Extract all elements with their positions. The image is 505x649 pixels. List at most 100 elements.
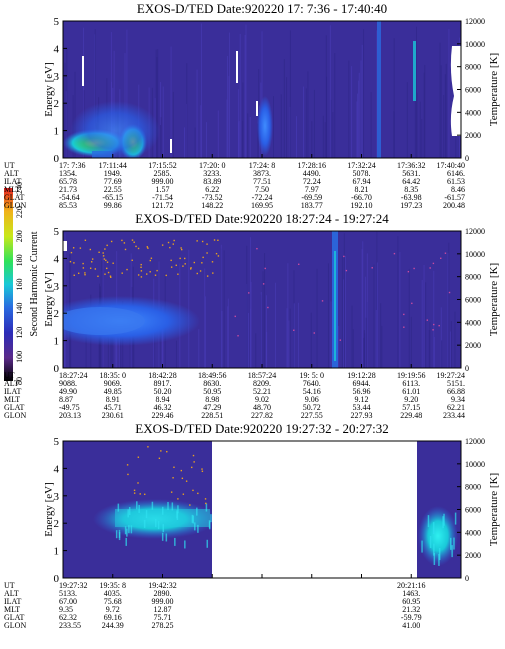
dot <box>204 498 207 500</box>
spectrum-streak <box>311 121 313 158</box>
table-cell: -65.15 <box>102 193 123 202</box>
flux-band-core <box>115 509 210 527</box>
dot <box>106 261 109 263</box>
spectrum-streak <box>440 65 442 158</box>
table-cell: 17:24: 8 <box>249 161 275 170</box>
spectrum-streak <box>196 69 198 158</box>
flux-streak <box>432 522 435 535</box>
dot <box>184 263 186 265</box>
table-cell: 54.16 <box>303 387 321 396</box>
table-cell: 229.46 <box>152 411 174 420</box>
dot <box>144 493 146 496</box>
table-cell: 47.29 <box>203 403 221 412</box>
dot <box>89 267 92 269</box>
spectrum-streak <box>257 123 259 158</box>
y-tick-label: 0 <box>54 363 60 375</box>
spectrum-streak <box>433 336 435 368</box>
table-cell: -66.70 <box>351 193 372 202</box>
flux-streak <box>115 530 118 539</box>
spectrum-streak <box>366 253 368 368</box>
flux-streak <box>442 516 444 529</box>
dot <box>175 264 177 267</box>
spectrum-streak <box>112 327 114 368</box>
table-cell: -69.59 <box>301 193 322 202</box>
dot <box>147 446 149 448</box>
dot <box>345 269 348 272</box>
spectrum-streak <box>220 244 222 368</box>
dot <box>433 323 435 326</box>
spectrum-streak <box>450 331 452 368</box>
spectrum-streak <box>380 303 382 368</box>
dot <box>217 239 219 241</box>
table-cell: 65.78 <box>59 177 77 186</box>
spectrum-streak <box>352 329 354 368</box>
dot <box>146 273 148 275</box>
y-tick-label: 0 <box>54 573 60 585</box>
spectrum-streak <box>433 270 435 368</box>
dot <box>217 255 220 257</box>
table-cell: 21.32 <box>402 605 420 614</box>
table-cell: -59.79 <box>401 613 422 622</box>
dot <box>170 491 173 493</box>
table-cell: 77.69 <box>104 177 122 186</box>
spectrum-streak <box>376 30 378 158</box>
spectrum-streak <box>327 263 329 368</box>
flux-streak <box>433 553 436 565</box>
y2-tick-label: 8000 <box>465 63 481 72</box>
dot <box>158 457 161 460</box>
table-cell: 999.00 <box>152 597 174 606</box>
spectrum-streak <box>283 59 285 158</box>
table-cell: 19:42:32 <box>148 581 176 590</box>
dot <box>196 272 198 275</box>
dot <box>411 302 413 305</box>
dot <box>196 240 198 242</box>
table-cell: 56.96 <box>353 387 371 396</box>
spectrum-streak <box>305 88 307 158</box>
y2-tick-label: 4000 <box>465 318 481 327</box>
y2-tick-label: 6000 <box>465 296 481 305</box>
table-cell: 52.21 <box>253 387 271 396</box>
spectrum-streak <box>416 92 418 158</box>
table-cell: 62.21 <box>447 403 465 412</box>
spectrum-streak <box>448 29 450 158</box>
y2-tick-label: 0 <box>465 364 469 373</box>
table-cell: -54.64 <box>59 193 80 202</box>
spectrum-streak <box>264 253 266 368</box>
dot <box>179 257 181 260</box>
spectrum-streak <box>201 23 203 158</box>
table-row-label: ALT <box>4 169 19 178</box>
spectrum-streak <box>440 307 442 368</box>
spectrum-streak <box>361 249 363 368</box>
spectrum-streak <box>425 282 427 368</box>
spectrum-streak <box>249 237 251 368</box>
y2-tick-label: 8000 <box>465 273 481 282</box>
table-cell: 9.20 <box>404 395 418 404</box>
spectrum-streak <box>228 76 230 158</box>
spectrum-streak <box>307 71 309 158</box>
dot <box>137 274 140 276</box>
y2-tick-label: 10000 <box>465 460 485 469</box>
flux-column <box>413 41 416 101</box>
dot <box>197 492 199 495</box>
dot <box>154 274 157 276</box>
spectrum-streak <box>424 64 426 158</box>
table-cell: 19:12:28 <box>347 371 375 380</box>
spectrum-streak <box>239 33 241 158</box>
table-cell: 9.02 <box>255 395 269 404</box>
dot <box>73 262 75 264</box>
flux-streak <box>208 521 211 530</box>
flux-streak <box>145 510 148 519</box>
dot <box>124 248 127 251</box>
flux-streak <box>443 513 445 526</box>
table-cell: -73.52 <box>202 193 223 202</box>
dot <box>127 473 129 476</box>
dot <box>181 477 184 480</box>
dot <box>91 258 94 260</box>
spectrum-streak <box>410 316 412 368</box>
table-cell: 3873. <box>253 169 271 178</box>
spectrum-streak <box>204 268 206 368</box>
dot <box>161 244 164 246</box>
colorbar-tick-label: 80 <box>15 377 24 385</box>
dot <box>215 252 218 255</box>
